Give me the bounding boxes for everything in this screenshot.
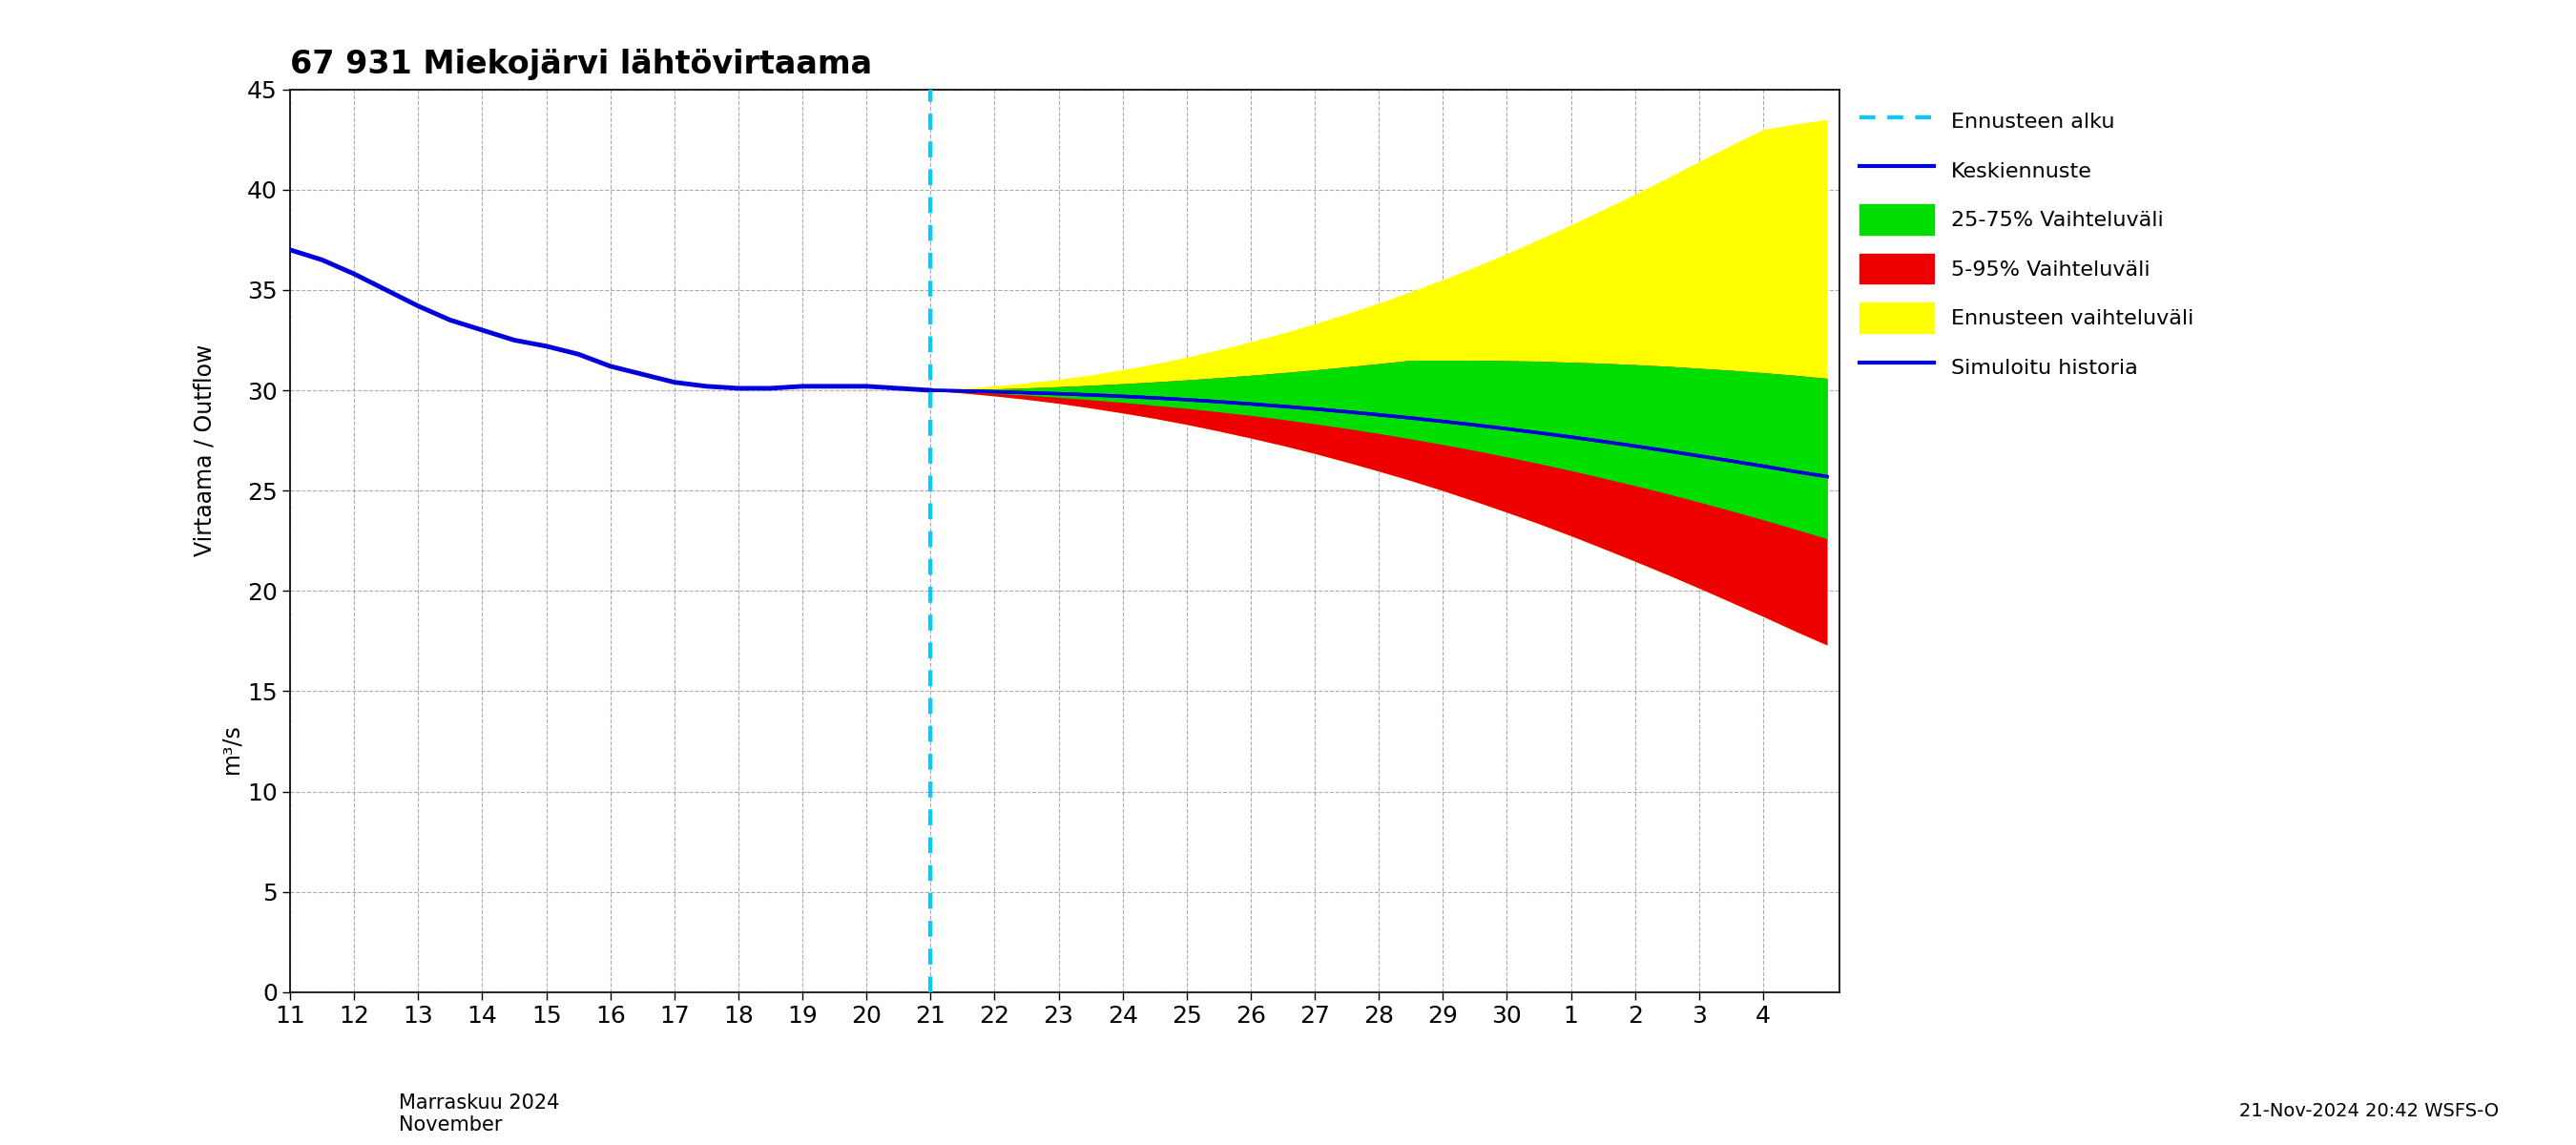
Text: 21-Nov-2024 20:42 WSFS-O: 21-Nov-2024 20:42 WSFS-O — [2239, 1101, 2499, 1120]
Legend: Ennusteen alku, Keskiennuste, 25-75% Vaihteluväli, 5-95% Vaihteluväli, Ennusteen: Ennusteen alku, Keskiennuste, 25-75% Vai… — [1855, 100, 2200, 388]
Text: m³/s: m³/s — [219, 724, 242, 774]
Text: Virtaama / Outflow: Virtaama / Outflow — [193, 345, 216, 556]
Text: 67 931 Miekojärvi lähtövirtaama: 67 931 Miekojärvi lähtövirtaama — [291, 48, 873, 80]
Text: Marraskuu 2024
November: Marraskuu 2024 November — [399, 1093, 559, 1135]
